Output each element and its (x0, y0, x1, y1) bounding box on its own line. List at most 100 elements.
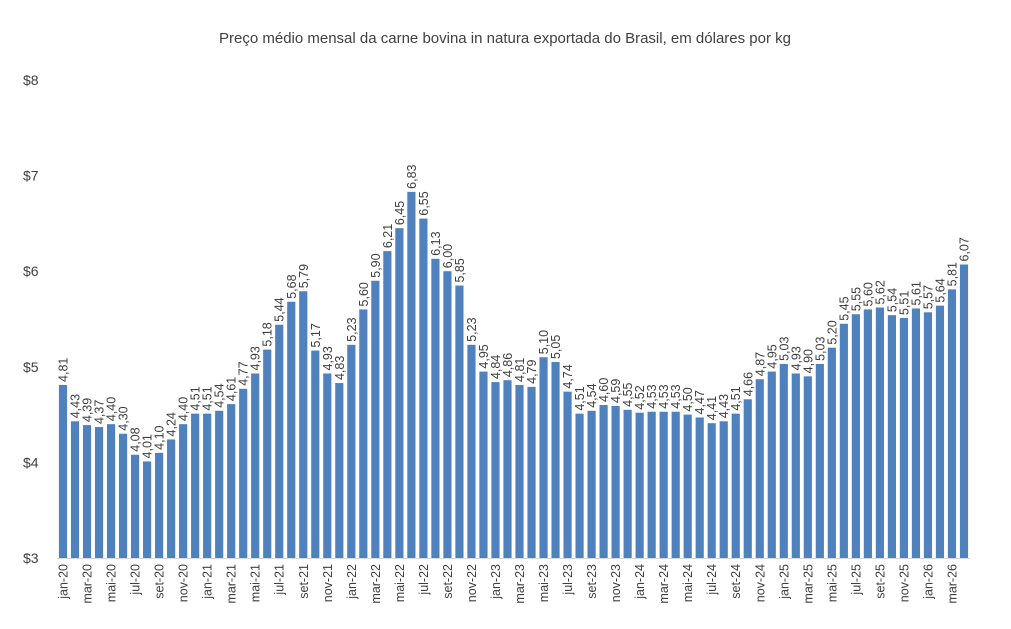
bar (106, 424, 116, 558)
y-tick-label: $7 (23, 168, 39, 184)
bar (611, 405, 620, 558)
bar (779, 363, 788, 558)
bar (755, 379, 764, 558)
x-tick-label: jan-26 (921, 564, 935, 600)
x-tick-label: nov-23 (609, 564, 623, 602)
data-label: 5,23 (345, 317, 359, 341)
data-label: 4,40 (105, 397, 119, 421)
x-tick-label: set-24 (729, 564, 743, 599)
data-label: 4,53 (645, 384, 659, 408)
bar (959, 264, 969, 558)
bar (767, 371, 776, 558)
data-labels: 4,814,434,394,374,404,304,084,014,104,24… (57, 164, 972, 458)
bar (659, 411, 668, 558)
bar (299, 291, 308, 558)
data-label: 5,44 (273, 297, 287, 321)
data-label: 5,51 (897, 291, 911, 315)
bar (167, 439, 176, 558)
x-tick-label: mai-21 (249, 564, 263, 602)
bar (683, 414, 692, 558)
x-tick-label: mar-25 (801, 564, 815, 604)
x-tick-label: jul-21 (273, 564, 287, 596)
data-label: 6,00 (441, 244, 455, 268)
y-axis: $3 $4 $5 $6 $7 $8 (23, 72, 39, 566)
bar (803, 376, 812, 558)
y-tick-label: $8 (23, 72, 39, 88)
bar (899, 318, 909, 558)
x-tick-label: jul-22 (417, 564, 431, 596)
data-label: 5,03 (777, 337, 791, 361)
bar (227, 404, 236, 558)
bar (287, 301, 296, 558)
bar (551, 362, 560, 558)
bar (491, 382, 500, 558)
data-label: 5,60 (861, 282, 875, 306)
bar (695, 417, 704, 558)
data-label: 5,79 (297, 264, 311, 288)
x-tick-label: jul-20 (129, 564, 143, 596)
data-label: 4,08 (129, 427, 143, 451)
bar (155, 452, 164, 558)
data-label: 5,90 (369, 253, 383, 277)
bar (347, 344, 356, 558)
bar (815, 363, 824, 558)
data-label: 5,68 (285, 274, 299, 298)
data-label: 4,81 (57, 358, 71, 382)
x-tick-label: mar-23 (513, 564, 527, 604)
bar (575, 413, 584, 558)
x-tick-label: nov-22 (465, 564, 479, 602)
data-label: 4,60 (597, 378, 611, 402)
data-label: 4,51 (729, 386, 743, 410)
x-tick-label: mar-24 (657, 564, 671, 604)
bar (599, 405, 608, 558)
y-tick-label: $5 (23, 359, 39, 375)
data-label: 4,39 (81, 398, 95, 422)
bars (58, 191, 969, 559)
bar (479, 371, 488, 558)
data-label: 4,52 (633, 385, 647, 409)
data-label: 4,30 (117, 406, 131, 430)
data-label: 4,55 (621, 382, 635, 406)
bar (743, 399, 752, 558)
data-label: 4,87 (753, 352, 767, 376)
data-label: 5,17 (309, 323, 323, 347)
bar (503, 380, 512, 558)
data-label: 6,55 (417, 191, 431, 215)
bar (118, 433, 128, 558)
bar (887, 315, 896, 558)
data-label: 4,93 (321, 346, 335, 370)
bar (443, 271, 452, 558)
data-label: 5,23 (465, 317, 479, 341)
bar (395, 228, 404, 558)
bar (371, 280, 380, 558)
x-tick-label: jan-22 (345, 564, 359, 600)
data-label: 4,59 (609, 379, 623, 403)
data-label: 6,13 (429, 231, 443, 255)
x-tick-label: jan-20 (57, 564, 71, 600)
data-label: 5,54 (885, 288, 899, 312)
bar (431, 258, 440, 558)
x-tick-label: jul-24 (705, 564, 719, 596)
bar (587, 410, 596, 558)
data-label: 4,86 (501, 353, 515, 377)
x-tick-label: mar-20 (81, 564, 95, 604)
data-label: 4,79 (525, 359, 539, 383)
y-tick-label: $4 (23, 454, 39, 470)
data-label: 5,85 (453, 258, 467, 282)
data-label: 5,45 (837, 296, 851, 320)
bar (239, 388, 248, 558)
x-tick-label: jan-25 (777, 564, 791, 600)
data-label: 4,51 (189, 386, 203, 410)
data-label: 4,54 (213, 383, 227, 407)
data-label: 4,81 (513, 358, 527, 382)
x-axis: jan-20 mar-20 mai-20 jul-20 set-20 nov-20 jan-… (57, 564, 960, 604)
bar (839, 323, 848, 558)
x-tick-label: nov-24 (753, 564, 767, 602)
x-tick-label: mai-22 (393, 564, 407, 602)
bar (671, 411, 680, 558)
bar (58, 384, 68, 558)
bar (923, 312, 933, 558)
data-label: 4,61 (225, 377, 239, 401)
bar (82, 425, 92, 558)
data-label: 4,95 (765, 344, 779, 368)
